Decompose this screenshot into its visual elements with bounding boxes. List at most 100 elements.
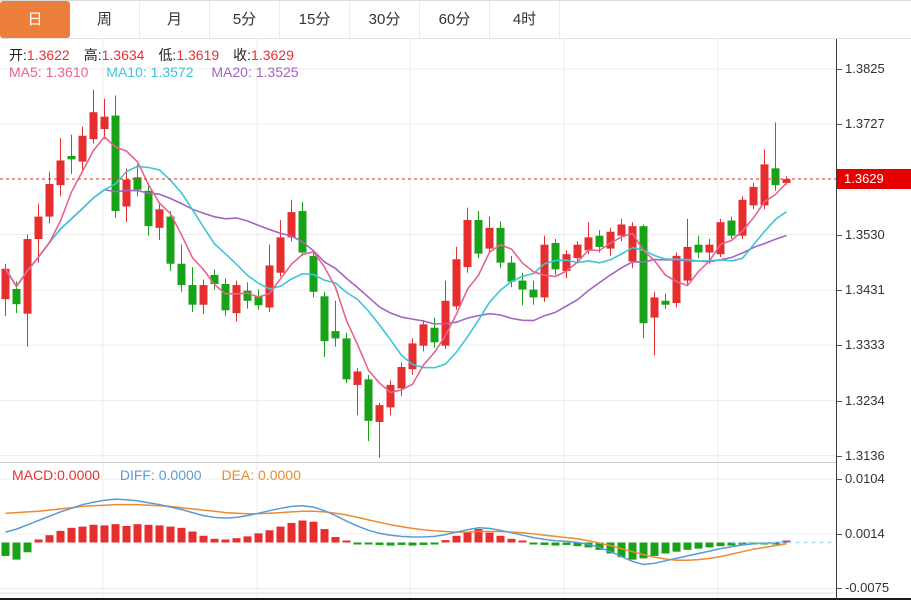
tab-day[interactable]: 日 (0, 1, 70, 38)
price-axis-label: 1.3234 (845, 392, 885, 408)
candle-down (221, 283, 230, 311)
macd-bar-positive (496, 535, 505, 543)
macd-bar-negative (551, 542, 560, 546)
macd-bar-negative (661, 542, 670, 554)
candle-down (364, 379, 373, 421)
macd-bar-positive (342, 540, 351, 543)
candle-up (738, 199, 747, 236)
tab-5min[interactable]: 5分 (210, 1, 280, 38)
ma20-line (4, 188, 787, 325)
candle-up (232, 285, 241, 314)
candle-down (342, 338, 351, 380)
macd-bar-negative (562, 542, 571, 545)
candle-down (694, 244, 703, 253)
macd-bar-negative (595, 542, 604, 550)
macd-bar-positive (485, 532, 494, 543)
axis-tick (837, 69, 842, 70)
macd-bar-negative (683, 542, 692, 550)
candle-up (34, 216, 43, 240)
macd-bar-positive (221, 539, 230, 543)
macd-bar-positive (452, 535, 461, 543)
macd-bar-negative (727, 542, 736, 546)
macd-bar-negative (694, 542, 703, 549)
macd-bar-negative (419, 542, 428, 545)
macd-bar-negative (705, 542, 714, 548)
candle-up (463, 219, 472, 268)
macd-bar-positive (507, 538, 516, 543)
ma5-line (4, 135, 788, 394)
macd-bar-positive (166, 526, 175, 543)
candle-down (243, 290, 252, 301)
macd-bar-negative (639, 542, 648, 559)
macd-bar-positive (518, 540, 527, 543)
candle-down (430, 327, 439, 343)
tab-week[interactable]: 周 (70, 1, 140, 38)
candle-up (716, 222, 725, 255)
candle-down (639, 226, 648, 324)
candle-down (661, 300, 670, 305)
macd-bar-positive (298, 520, 307, 543)
macd-bar-negative (1, 542, 10, 556)
macd-bar-negative (540, 542, 549, 545)
macd-bar-positive (111, 524, 120, 543)
macd-bar-positive (232, 538, 241, 543)
macd-bar-positive (331, 537, 340, 543)
tab-60min[interactable]: 60分 (420, 1, 490, 38)
candlestick-chart[interactable] (0, 39, 836, 463)
price-axis-label: 1.3136 (845, 447, 885, 463)
macd-bar-positive (177, 527, 186, 543)
candle-down (144, 190, 153, 227)
candle-up (562, 254, 571, 272)
tab-4hour[interactable]: 4时 (490, 1, 560, 38)
candle-up (100, 116, 109, 130)
candle-down (210, 274, 219, 284)
candle-down (111, 115, 120, 211)
candle-up (353, 371, 362, 385)
macd-bar-positive (276, 526, 285, 543)
macd-bar-negative (573, 542, 582, 547)
macd-bar-positive (188, 531, 197, 543)
candle-up (386, 384, 395, 408)
macd-bar-positive (100, 525, 109, 543)
tab-30min[interactable]: 30分 (350, 1, 420, 38)
candle-up (628, 226, 637, 262)
candle-down (12, 288, 21, 305)
price-axis-label: 1.3333 (845, 337, 885, 353)
macd-bar-positive (254, 533, 263, 543)
candle-down (67, 155, 76, 160)
macd-bar-positive (199, 535, 208, 543)
price-axis-label: 0.0014 (845, 525, 885, 541)
candle-up (155, 209, 164, 228)
price-axis-label: 1.3727 (845, 116, 885, 131)
axis-tick (837, 533, 842, 535)
price-axis-label: 1.3530 (845, 226, 885, 242)
candle-down (529, 289, 538, 298)
axis-tick (837, 455, 842, 457)
macd-bar-negative (386, 542, 395, 546)
macd-bar-negative (364, 542, 373, 545)
macd-bar-negative (23, 542, 32, 553)
macd-chart[interactable] (0, 463, 836, 600)
macd-bar-positive (320, 529, 329, 543)
candle-up (540, 244, 549, 298)
macd-bar-positive (144, 524, 153, 543)
macd-bar-negative (375, 542, 384, 545)
timeframe-tabs: 日 周 月 5分 15分 30分 60分 4时 (0, 1, 911, 39)
macd-bar-positive (56, 530, 65, 543)
macd-bar-positive (122, 526, 131, 543)
macd-bar-positive (155, 525, 164, 543)
macd-bar-positive (782, 540, 791, 543)
axis-tick (837, 290, 842, 292)
macd-bar-negative (617, 542, 626, 558)
candle-up (375, 405, 384, 422)
tab-15min[interactable]: 15分 (280, 1, 350, 38)
axis-tick (837, 345, 842, 347)
candle-up (199, 285, 208, 305)
candle-up (45, 184, 54, 217)
candle-up (78, 135, 87, 162)
candle-down (254, 296, 263, 306)
tab-month[interactable]: 月 (140, 1, 210, 38)
macd-bar-negative (397, 542, 406, 545)
macd-bar-positive (463, 531, 472, 543)
macd-bar-positive (210, 538, 219, 543)
